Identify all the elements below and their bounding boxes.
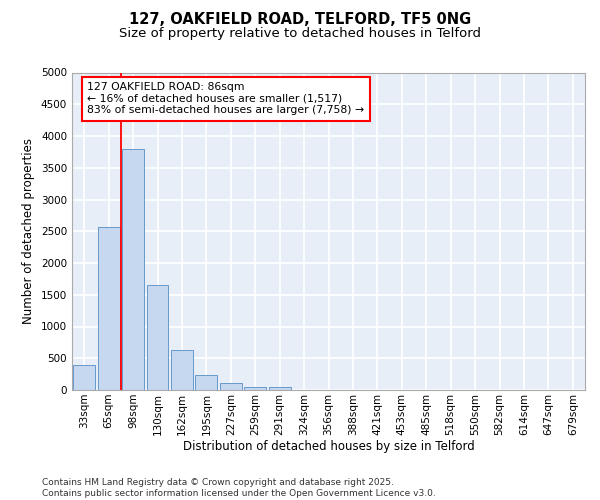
Text: Size of property relative to detached houses in Telford: Size of property relative to detached ho… xyxy=(119,28,481,40)
Y-axis label: Number of detached properties: Number of detached properties xyxy=(22,138,35,324)
Bar xyxy=(98,228,119,390)
Bar xyxy=(122,148,144,390)
Bar xyxy=(73,364,95,390)
Text: 127, OAKFIELD ROAD, TELFORD, TF5 0NG: 127, OAKFIELD ROAD, TELFORD, TF5 0NG xyxy=(129,12,471,28)
Bar xyxy=(196,375,217,390)
Bar xyxy=(171,350,193,390)
Text: Contains HM Land Registry data © Crown copyright and database right 2025.
Contai: Contains HM Land Registry data © Crown c… xyxy=(42,478,436,498)
X-axis label: Distribution of detached houses by size in Telford: Distribution of detached houses by size … xyxy=(182,440,475,454)
Bar xyxy=(244,386,266,390)
Bar xyxy=(269,387,290,390)
Bar xyxy=(220,384,242,390)
Bar xyxy=(146,284,169,390)
Text: 127 OAKFIELD ROAD: 86sqm
← 16% of detached houses are smaller (1,517)
83% of sem: 127 OAKFIELD ROAD: 86sqm ← 16% of detach… xyxy=(88,82,365,115)
